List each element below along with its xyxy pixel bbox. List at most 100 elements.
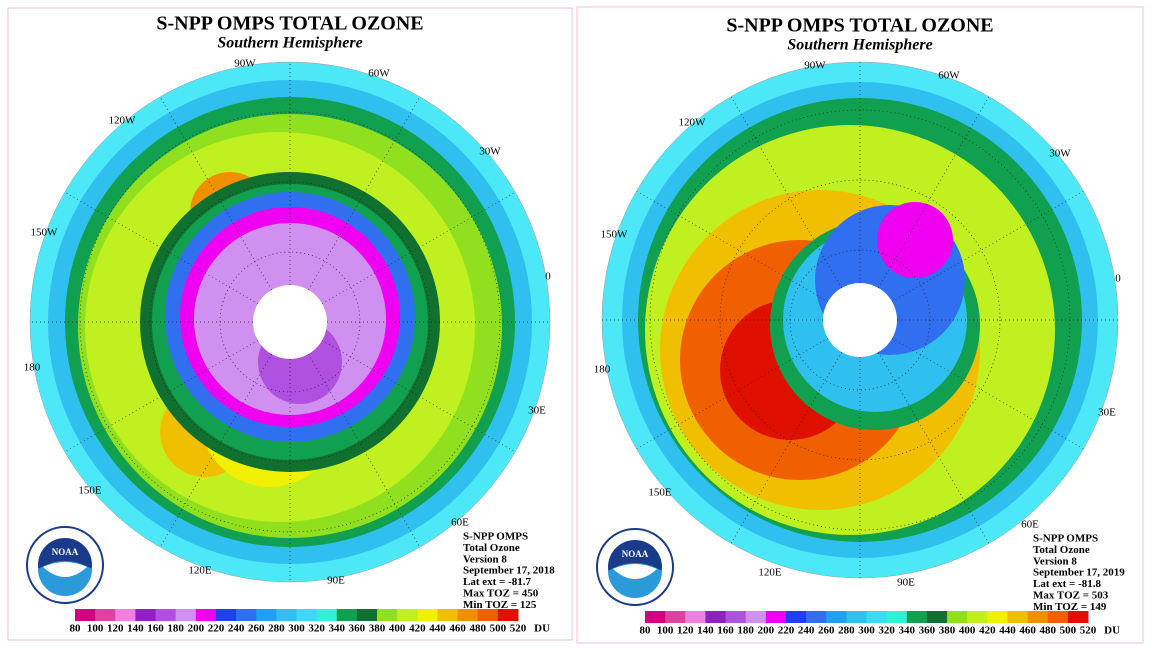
colorbar-swatch [417,609,438,621]
colorbar-tick: 300 [288,623,305,635]
colorbar-tick: 420 [409,623,426,635]
info-line: Max TOZ = 503 [1033,590,1109,602]
colorbar-tick: 140 [697,625,714,637]
longitude-label: 60E [451,517,469,529]
colorbar-swatch [356,609,378,621]
colorbar-swatch [1067,611,1089,623]
colorbar-swatch [665,611,686,623]
colorbar-swatch [745,611,767,623]
colorbar-tick: 380 [369,623,386,635]
colorbar-tick: 460 [1019,625,1036,637]
graticule [878,96,990,289]
longitude-label: 150E [78,485,102,497]
globe [602,62,1118,578]
colorbar-unit: DU [1104,625,1120,637]
map-title: S-NPP OMPS TOTAL OZONE [156,13,423,35]
colorbar-swatch [806,611,827,623]
map-title: S-NPP OMPS TOTAL OZONE [726,15,993,37]
longitude-label: 90W [804,60,826,72]
colorbar-tick: 220 [208,623,225,635]
longitude-label: 150E [648,487,672,499]
colorbar-tick: 360 [919,625,936,637]
colorbar-tick: 120 [677,625,694,637]
colorbar-tick: 160 [147,623,164,635]
colorbar-swatch [926,611,948,623]
colorbar-swatch [95,609,116,621]
info-line: Lat ext = -81.8 [1033,578,1101,590]
colorbar-tick: 320 [308,623,325,635]
info-line: September 17, 2018 [463,565,555,577]
colorbar-tick: 180 [167,623,184,635]
colorbar-swatch [316,609,338,621]
colorbar-swatch [705,611,727,623]
colorbar-tick: 180 [737,625,754,637]
longitude-label: 30E [1098,407,1116,419]
colorbar-swatch [866,611,888,623]
info-line: Version 8 [463,553,507,565]
longitude-label: 60W [938,70,960,82]
graticule [891,338,1084,450]
colorbar-tick: 420 [979,625,996,637]
colorbar-swatch [236,609,257,621]
globe-edge [29,61,551,583]
colorbar-swatch [195,609,217,621]
colorbar-swatch [437,609,459,621]
colorbar-swatch [336,609,358,621]
colorbar-swatch [115,609,136,621]
colorbar-tick: 240 [798,625,815,637]
colorbar-tick: 460 [449,623,466,635]
colorbar-swatch [397,609,418,621]
colorbar-tick: 440 [999,625,1016,637]
colorbar-swatch [296,609,318,621]
ozone-region [877,202,953,278]
longitude-label: 120W [109,115,137,127]
graticule [730,351,842,544]
colorbar-tick: 240 [228,623,245,635]
globe-edge [601,61,1119,579]
info-line: Min TOZ = 125 [463,599,537,611]
graticule [149,181,431,463]
colorbar-tick: 160 [717,625,734,637]
colorbar-tick: 200 [758,625,775,637]
graticule [636,338,829,450]
colorbar-tick: 520 [510,623,527,635]
longitude-label: 180 [594,364,611,376]
longitude-label: 120E [188,565,212,577]
longitude-label: 0 [545,271,551,283]
longitude-label: 90E [897,577,915,589]
colorbar-swatch [765,611,787,623]
colorbar-swatch [276,609,297,621]
colorbar-swatch [1027,611,1049,623]
ozone-region [253,285,327,359]
colorbar-swatch [75,609,96,621]
graticule [730,96,842,289]
info-line: Total Ozone [463,542,520,554]
logo-text: NOAA [622,549,649,559]
colorbar-swatch [725,611,747,623]
colorbar-tick: 140 [127,623,144,635]
colorbar-swatch [685,611,706,623]
colorbar-swatch [155,609,177,621]
info-line: Version 8 [1033,555,1077,567]
colorbar-tick: 400 [959,625,976,637]
colorbar-tick: 80 [70,623,82,635]
colorbar-tick: 340 [899,625,916,637]
colorbar-swatch [967,611,988,623]
colorbar-tick: 360 [349,623,366,635]
colorbar-swatch [377,609,398,621]
longitude-label: 60W [368,68,390,80]
colorbar-swatch [846,611,867,623]
globe [30,62,550,582]
logo-text: NOAA [52,547,79,557]
colorbar-tick: 260 [248,623,265,635]
colorbar-tick: 380 [939,625,956,637]
colorbar-swatch [135,609,157,621]
colorbar-tick: 500 [490,623,507,635]
colorbar-swatch [947,611,968,623]
longitude-label: 120E [758,567,782,579]
longitude-label: 150W [31,227,59,239]
panel-frame [7,7,573,641]
graticule [891,190,1084,302]
